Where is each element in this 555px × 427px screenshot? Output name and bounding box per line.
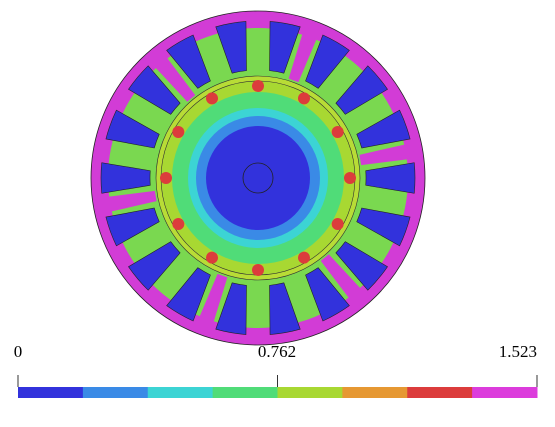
hot-spot: [160, 172, 172, 184]
hot-spot: [252, 264, 264, 276]
rotor-core: [206, 126, 310, 230]
hot-spot: [172, 218, 184, 230]
colorbar-label: 0.762: [258, 342, 296, 361]
colorbar-swatch: [407, 387, 472, 398]
colorbar-label: 0: [14, 342, 23, 361]
colorbar-swatch: [278, 387, 343, 398]
hot-spot: [172, 126, 184, 138]
colorbar-label: 1.523: [499, 342, 537, 361]
hot-spot: [332, 126, 344, 138]
colorbar-swatch: [472, 387, 537, 398]
hot-spot: [332, 218, 344, 230]
colorbar-swatch: [148, 387, 213, 398]
hot-spot: [344, 172, 356, 184]
hot-spot: [298, 252, 310, 264]
colorbar-swatch: [83, 387, 148, 398]
hot-spot: [298, 92, 310, 104]
hot-spot: [206, 92, 218, 104]
motor-field-plot: [91, 11, 425, 345]
colorbar-swatch: [18, 387, 83, 398]
hot-spot: [206, 252, 218, 264]
colorbar: [18, 375, 538, 398]
hot-spot: [252, 80, 264, 92]
colorbar-swatch: [342, 387, 407, 398]
colorbar-swatch: [213, 387, 278, 398]
figure: 0 0.762 1.523: [0, 0, 555, 427]
